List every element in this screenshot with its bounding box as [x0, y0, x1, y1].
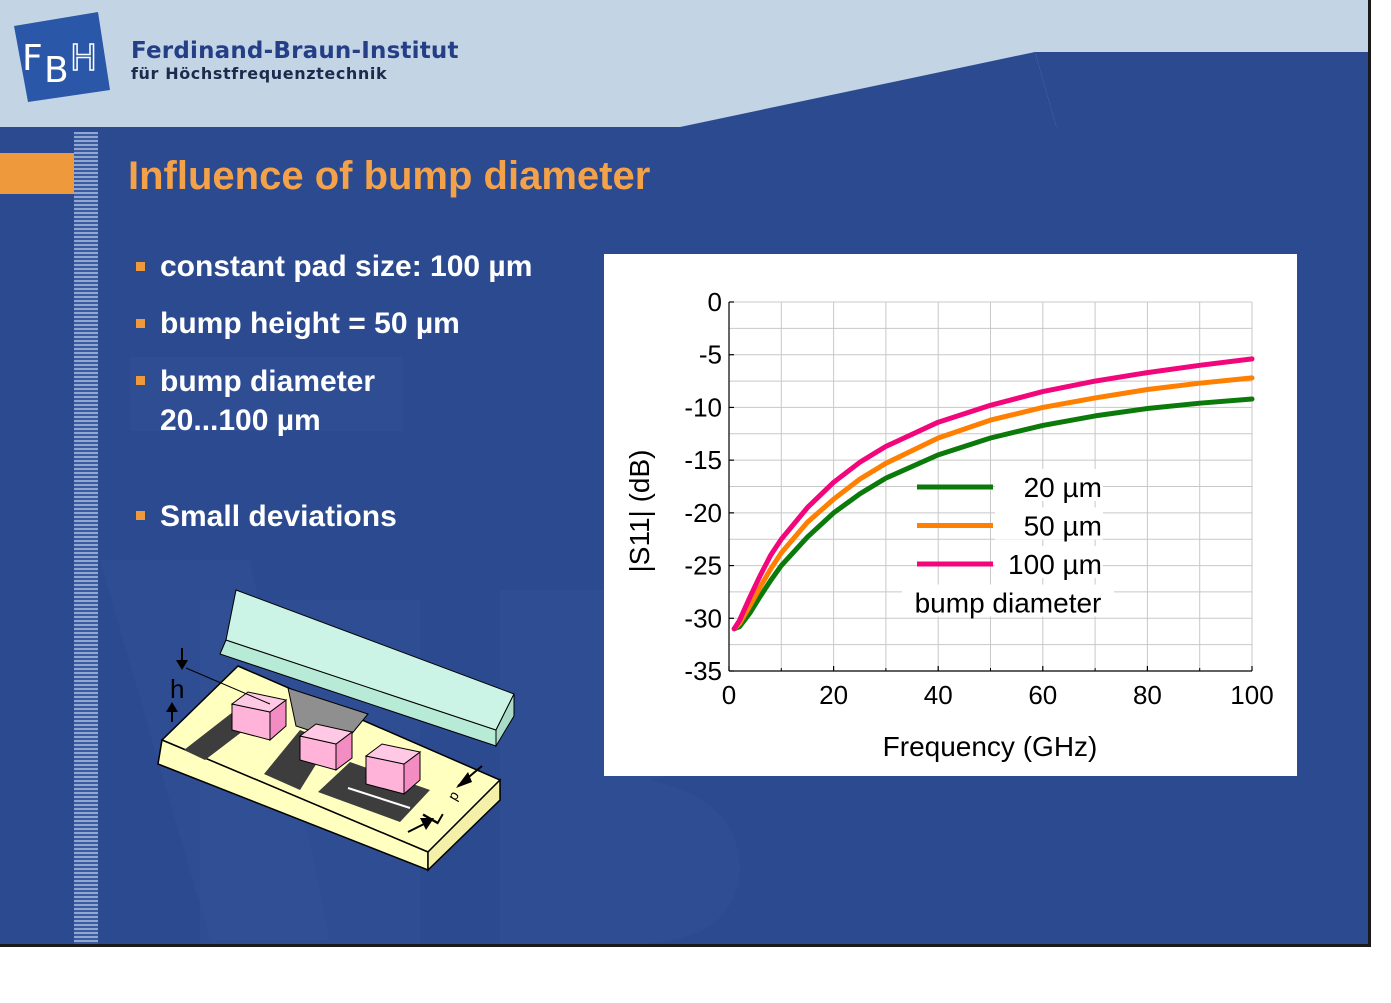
y-tick-label: -5 [699, 340, 722, 370]
series-line [731, 356, 1255, 632]
slide-title: Influence of bump diameter [128, 154, 651, 198]
legend-label-bg [995, 507, 1103, 540]
x-tick-label: 80 [1133, 680, 1162, 710]
y-tick-label: 0 [708, 287, 722, 317]
series-line [731, 375, 1255, 632]
organization-name: Ferdinand-Braun-Institut [131, 38, 459, 64]
chart-legend: 20 µm 50 µm 100 µm bump diameter [902, 469, 1114, 619]
x-tick-label: 20 [819, 680, 848, 710]
s11-chart: 0 20 40 60 80 100 0 -5 -10 -15 -20 -25 -30 -35 20 µm 5… [624, 287, 1274, 762]
bullet-marker [136, 376, 145, 385]
legend-label-bg [995, 546, 1103, 578]
chart-panel: 0 20 40 60 80 100 0 -5 -10 -15 -20 -25 -30 -35 20 µm 5… [604, 254, 1297, 776]
x-tick-label: 60 [1028, 680, 1057, 710]
chart-axes: 0 20 40 60 80 100 0 -5 -10 -15 -20 -25 -30 -35 [684, 287, 1273, 710]
bump [364, 743, 422, 796]
bullet-bump-height: bump height = 50 µm [160, 307, 460, 340]
y-tick-label: -35 [684, 656, 722, 686]
y-tick-label: -30 [684, 603, 722, 633]
bullet-small-deviations: Small deviations [160, 500, 397, 533]
bump [298, 723, 354, 771]
x-tick-label: 0 [722, 680, 736, 710]
chart-series [731, 356, 1255, 632]
svg-text:B: B [44, 50, 69, 91]
legend-label: 50 µm [1024, 511, 1102, 542]
legend-caption: bump diameter [915, 588, 1102, 619]
legend-caption-bg [902, 584, 1114, 617]
legend-label-bg [995, 469, 1103, 501]
y-tick-label: -10 [684, 392, 722, 422]
y-tick-label: -15 [684, 445, 722, 475]
svg-text:F: F [22, 38, 43, 79]
x-tick-label: 100 [1230, 680, 1273, 710]
bullet-pad-size: constant pad size: 100 µm [160, 250, 533, 283]
legend-label: 20 µm [1024, 472, 1102, 503]
y-tick-label: -25 [684, 551, 722, 581]
flip-chip-illustration: h L p [157, 589, 515, 872]
y-axis-title: |S11| (dB) [624, 450, 655, 573]
bump [230, 691, 288, 742]
organization-subtitle: für Höchstfrequenztechnik [131, 64, 388, 83]
x-axis-title: Frequency (GHz) [883, 731, 1098, 762]
bullet-marker [136, 262, 145, 271]
legend-label: 100 µm [1008, 549, 1102, 580]
decorative-stripe [74, 132, 98, 944]
svg-text:H: H [70, 38, 97, 79]
bullet-bump-diameter: bump diameter 20...100 µm [160, 365, 376, 437]
fbh-logo: F B H [14, 12, 110, 102]
height-label: h [170, 674, 184, 704]
title-accent-bar [0, 153, 74, 194]
bullet-marker [136, 319, 145, 328]
slide: F B H Ferdinand-Braun-Institut für Höchs… [0, 0, 1371, 947]
y-tick-label: -20 [684, 498, 722, 528]
bullet-marker [136, 511, 145, 520]
x-tick-label: 40 [924, 680, 953, 710]
series-line [731, 396, 1255, 632]
